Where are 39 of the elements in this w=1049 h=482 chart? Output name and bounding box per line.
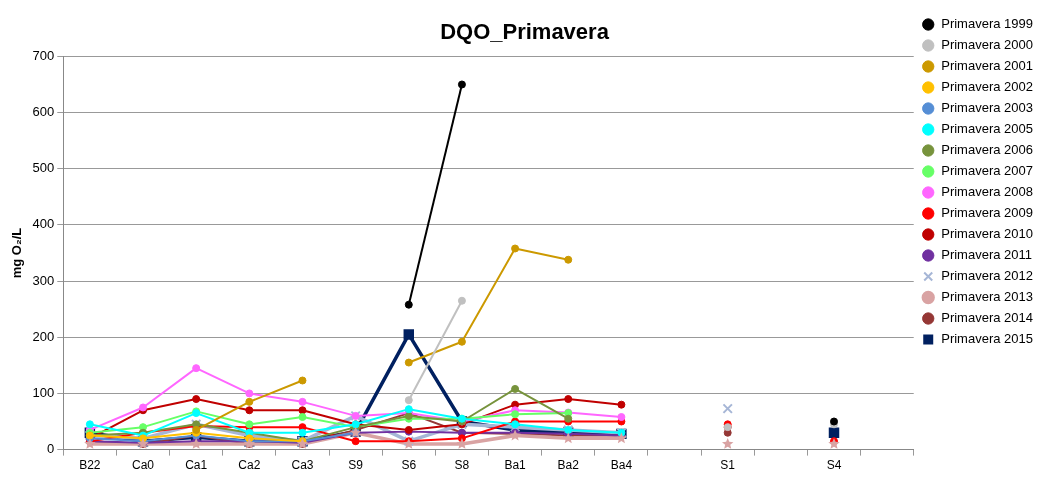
legend-label: Primavera 2006 <box>941 142 1034 158</box>
y-tick-label: 0 <box>47 441 55 457</box>
y-tick-label: 400 <box>32 216 55 232</box>
y-tick-label: 100 <box>32 385 55 401</box>
legend-label: Primavera 2011 <box>941 247 1033 263</box>
x-tick-label: B22 <box>79 458 101 473</box>
legend-label: Primavera 2003 <box>941 100 1034 116</box>
legend-label: Primavera 1999 <box>941 16 1034 32</box>
x-tick-label: S8 <box>454 458 470 473</box>
x-tick-label: Ca2 <box>238 458 261 473</box>
x-tick-label: S6 <box>401 458 417 473</box>
legend-label: Primavera 2005 <box>941 121 1034 137</box>
legend-label: Primavera 2007 <box>941 163 1034 179</box>
y-tick-label: 500 <box>32 160 55 176</box>
x-tick-label: S4 <box>826 458 842 473</box>
legend-label: Primavera 2002 <box>941 79 1034 95</box>
legend-label: Primavera 2010 <box>941 226 1034 242</box>
x-tick-label: S1 <box>720 458 736 473</box>
y-tick-label: 700 <box>32 47 55 63</box>
legend-label: Primavera 2001 <box>941 58 1034 74</box>
legend-label: Primavera 2008 <box>941 184 1034 200</box>
legend-label: Primavera 2000 <box>941 37 1034 53</box>
legend-label: Primavera 2013 <box>941 289 1034 305</box>
y-axis-title: mg O₂/L <box>9 227 25 279</box>
chart-title: DQO_Primavera <box>440 19 610 45</box>
x-tick-label: Ca3 <box>291 458 314 473</box>
x-tick-label: Ba4 <box>610 458 633 473</box>
x-tick-label: Ba1 <box>504 458 527 473</box>
legend-label: Primavera 2014 <box>941 310 1034 326</box>
y-tick-label: 200 <box>32 328 55 344</box>
x-tick-label: S9 <box>348 458 364 473</box>
legend-label: Primavera 2009 <box>941 205 1034 221</box>
x-tick-label: Ba2 <box>557 458 580 473</box>
x-tick-label: Ca0 <box>132 458 155 473</box>
x-tick-label: Ca1 <box>185 458 208 473</box>
y-tick-label: 300 <box>32 272 55 288</box>
legend-label: Primavera 2015 <box>941 331 1034 347</box>
legend-label: Primavera 2012 <box>941 268 1034 284</box>
y-tick-label: 600 <box>32 104 55 120</box>
